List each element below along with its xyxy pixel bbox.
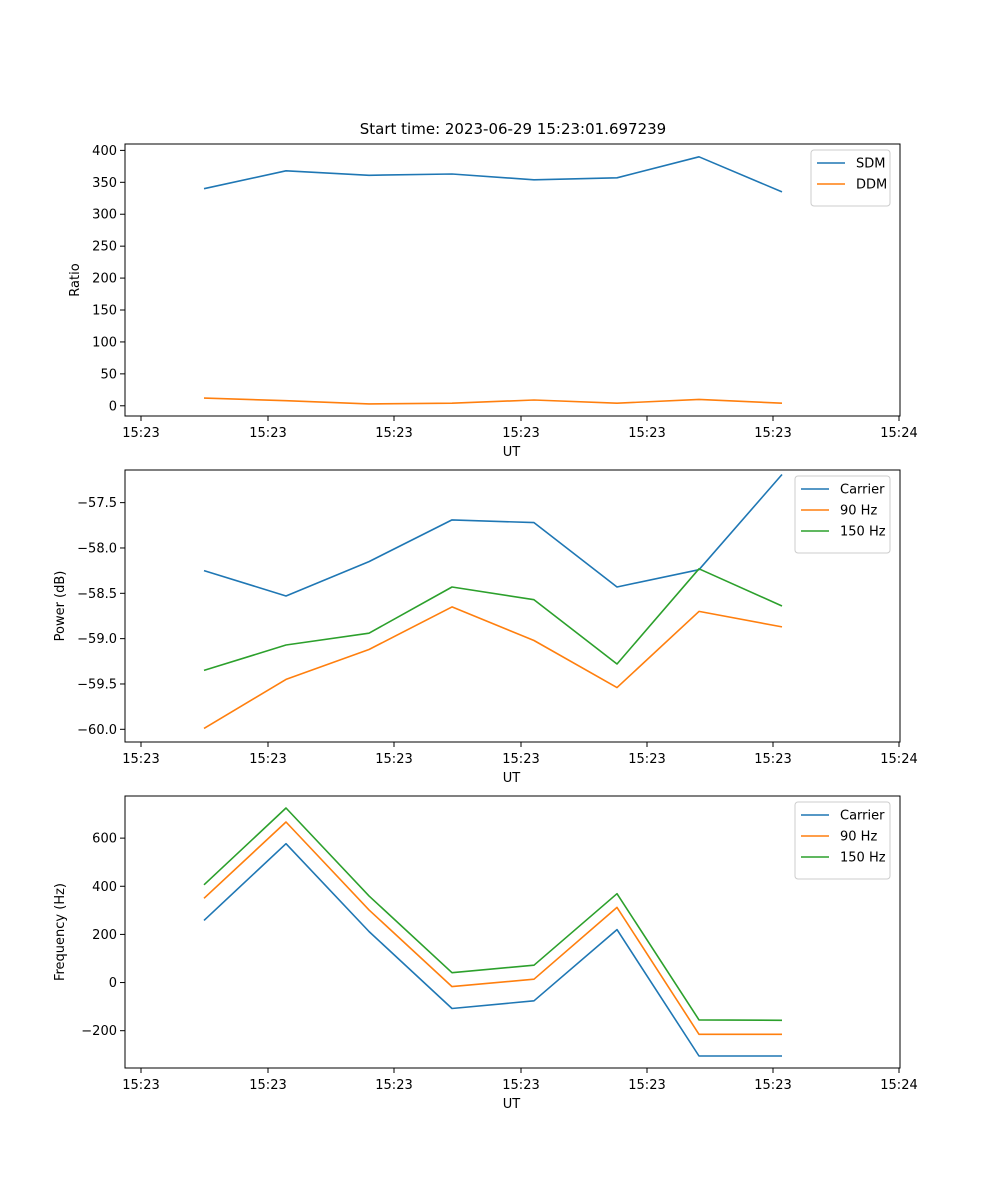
x-axis-label: UT (503, 445, 521, 460)
y-tick-label: 600 (92, 832, 117, 847)
x-tick-label: 15:23 (122, 1078, 159, 1093)
x-tick-label: 15:23 (122, 752, 159, 767)
x-tick-label: 15:23 (249, 1078, 286, 1093)
series-line-150-hz (203, 807, 783, 1022)
legend-label: 150 Hz (840, 525, 886, 540)
x-tick-label: 15:23 (375, 1078, 412, 1093)
chart-panel-1: 15:23 15:23 15:23 15:23 15:23 15:23 15:24 0 50 10… (68, 143, 918, 460)
y-tick-label: 350 (92, 176, 117, 191)
axes-frame (124, 143, 901, 417)
x-tick-label: 15:24 (880, 426, 917, 441)
y-tick-label: 0 (109, 976, 117, 991)
y-tick-label: 0 (109, 399, 117, 414)
series-line-150-hz (203, 567, 783, 672)
x-tick-label: 15:24 (880, 752, 917, 767)
axes-frame (124, 795, 901, 1069)
y-tick-label: −59.0 (77, 632, 117, 647)
legend-label: SDM (856, 157, 885, 172)
y-tick-label: 100 (92, 335, 117, 350)
y-tick-label: 400 (92, 880, 117, 895)
y-tick-label: −58.5 (77, 587, 117, 602)
legend-box (794, 801, 891, 880)
x-axis-label: UT (503, 771, 521, 786)
x-tick-label: 15:23 (754, 426, 791, 441)
x-tick-label: 15:23 (502, 426, 539, 441)
y-axis-label: Frequency (Hz) (53, 883, 68, 981)
figure-title: Start time: 2023-06-29 15:23:01.697239 (359, 120, 667, 138)
x-tick-label: 15:23 (502, 1078, 539, 1093)
series-line-sdm (203, 156, 783, 193)
y-tick-label: −200 (81, 1024, 117, 1039)
x-axis-label: UT (503, 1097, 521, 1112)
y-axis-label: Ratio (68, 263, 83, 296)
y-tick-label: −58.0 (77, 541, 117, 556)
y-tick-label: 400 (92, 144, 117, 159)
x-tick-label: 15:23 (628, 426, 665, 441)
y-tick-label: 300 (92, 208, 117, 223)
series-line-ddm (203, 397, 783, 405)
y-tick-label: 200 (92, 928, 117, 943)
legend-box (794, 475, 891, 554)
x-tick-label: 15:23 (628, 1078, 665, 1093)
y-tick-label: 200 (92, 272, 117, 287)
y-tick-label: 250 (92, 240, 117, 255)
x-tick-label: 15:23 (754, 752, 791, 767)
series-line-carrier (203, 473, 783, 597)
y-tick-label: 150 (92, 304, 117, 319)
chart-panel-2: 15:23 15:23 15:23 15:23 15:23 15:23 15:24 −60.0… (53, 469, 918, 786)
x-tick-label: 15:23 (502, 752, 539, 767)
y-tick-label: −59.5 (77, 677, 117, 692)
series-line-carrier (203, 842, 782, 1057)
series-line-90-hz (203, 821, 782, 1036)
x-tick-label: 15:23 (249, 426, 286, 441)
x-tick-label: 15:24 (880, 1078, 917, 1093)
y-tick-label: 50 (100, 367, 117, 382)
legend-label: Carrier (840, 483, 885, 498)
x-tick-label: 15:23 (754, 1078, 791, 1093)
x-tick-label: 15:23 (122, 426, 159, 441)
legend-label: 90 Hz (840, 504, 877, 519)
x-tick-label: 15:23 (249, 752, 286, 767)
x-tick-label: 15:23 (375, 752, 412, 767)
y-axis-label: Power (dB) (53, 571, 68, 642)
series-line-90-hz (203, 606, 783, 730)
legend-box (810, 149, 891, 207)
x-tick-label: 15:23 (628, 752, 665, 767)
x-tick-label: 15:23 (375, 426, 412, 441)
y-tick-label: −60.0 (77, 723, 117, 738)
legend-label: Carrier (840, 809, 885, 824)
y-tick-label: −57.5 (77, 496, 117, 511)
legend-label: 90 Hz (840, 830, 877, 845)
chart-panel-3: 15:23 15:23 15:23 15:23 15:23 15:23 15:24 −200 0… (53, 795, 918, 1112)
legend-label: DDM (856, 178, 887, 193)
axes-frame (124, 469, 901, 743)
legend-label: 150 Hz (840, 851, 886, 866)
